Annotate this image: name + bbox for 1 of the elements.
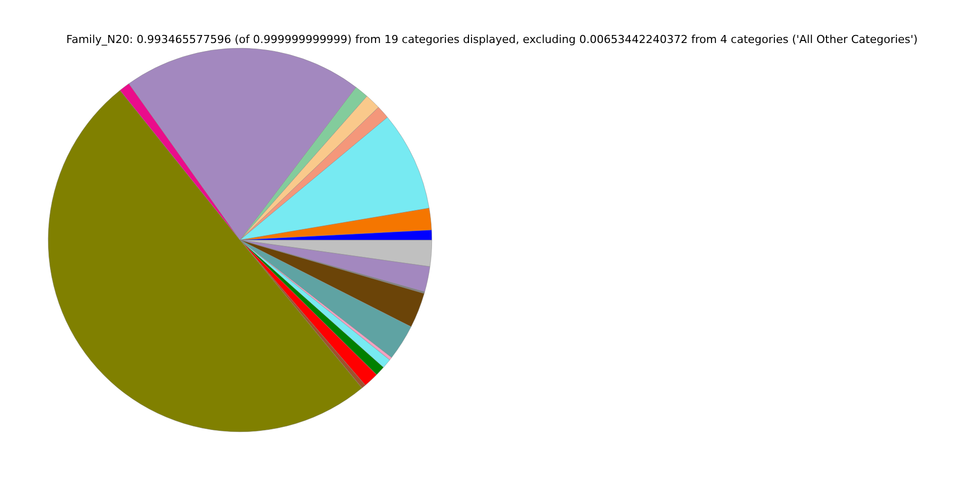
text: Family_N20: 0.993465577596 (of 0.999999999999) from 19 categories displayed, excluding 0.00653442240372 from 4 categories ('All Other Categories') — [65, 33, 919, 46]
